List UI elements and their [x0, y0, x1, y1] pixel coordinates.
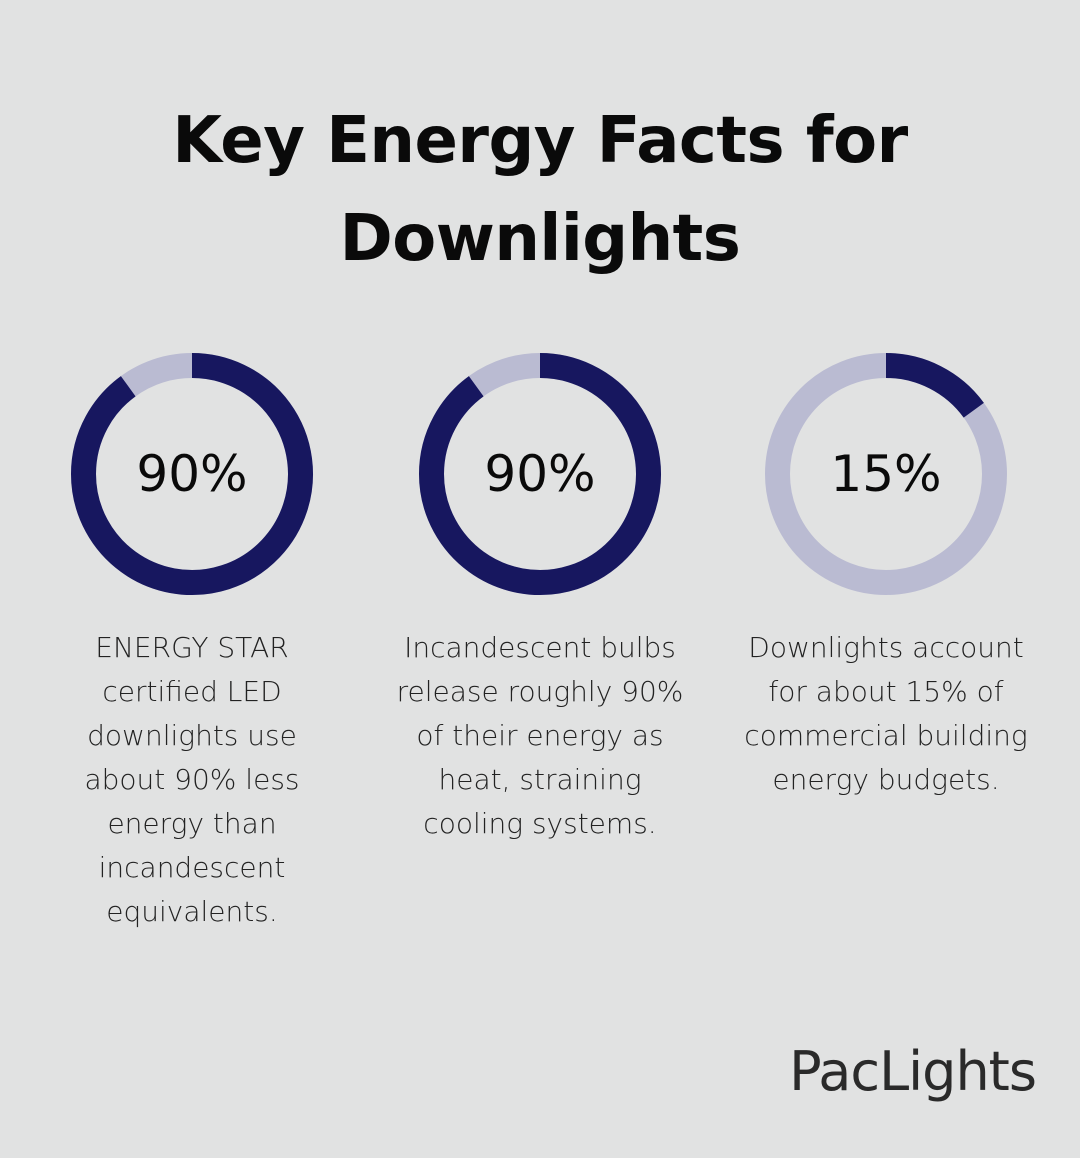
donut-arc — [419, 353, 661, 595]
caption: Incandescent bulbs release roughly 90% o… — [396, 631, 684, 840]
value-label: 90% — [484, 445, 595, 503]
brand-logo: PacLights — [789, 1040, 1037, 1103]
donut-arc — [71, 353, 313, 595]
caption: ENERGY STAR certified LED downlights use… — [84, 631, 300, 928]
value-label: 15% — [830, 445, 941, 503]
caption: Downlights account for about 15% of comm… — [744, 631, 1028, 796]
donut-arc — [885, 353, 984, 418]
title: Key Energy Facts for Downlights — [172, 104, 908, 276]
value-label: 90% — [136, 445, 247, 503]
